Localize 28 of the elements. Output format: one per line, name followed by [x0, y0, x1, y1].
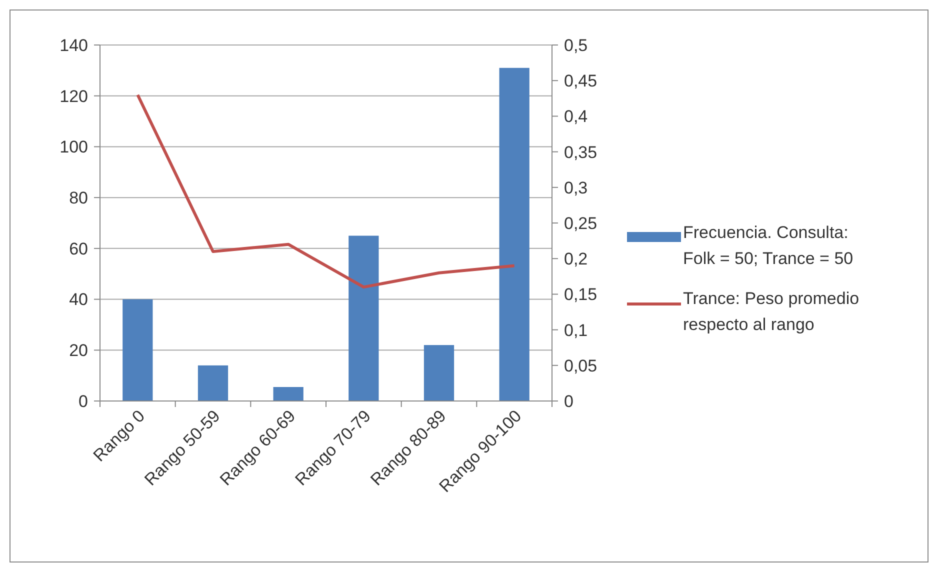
y2-tick-label: 0 — [564, 392, 574, 411]
y-tick-label: 40 — [69, 290, 88, 310]
y2-tick-label: 0,3 — [564, 178, 588, 198]
y-tick-label: 80 — [69, 188, 88, 208]
y-tick-label: 20 — [69, 341, 88, 360]
y-tick-label: 120 — [60, 86, 88, 106]
bar — [198, 365, 228, 401]
y2-tick-label: 0,35 — [564, 142, 598, 162]
legend-label: Frecuencia. Consulta: Folk = 50; Trance = 50 — [683, 223, 854, 268]
bar — [273, 387, 304, 401]
y-tick-label: 140 — [60, 36, 88, 55]
y2-tick-label: 0,15 — [564, 285, 598, 304]
y-tick-label: 0 — [78, 392, 88, 411]
line-series — [136, 93, 516, 289]
y2-tick-label: 0,4 — [564, 107, 588, 126]
y2-tick-label: 0,05 — [564, 356, 598, 376]
y2-tick-label: 0,1 — [564, 320, 588, 340]
y-tick-label: 100 — [60, 138, 88, 157]
y2-tick-label: 0,45 — [564, 72, 598, 91]
y2-tick-label: 0,2 — [564, 250, 588, 269]
y2-tick-label: 0,25 — [564, 214, 598, 233]
y-tick-label: 60 — [69, 239, 88, 258]
legend-label: Trance: Peso promedio respecto al rango — [683, 289, 860, 334]
bar — [122, 299, 153, 401]
bar — [424, 345, 454, 401]
bar — [499, 68, 530, 401]
y2-tick-label: 0,5 — [564, 36, 588, 55]
bar — [348, 236, 379, 401]
